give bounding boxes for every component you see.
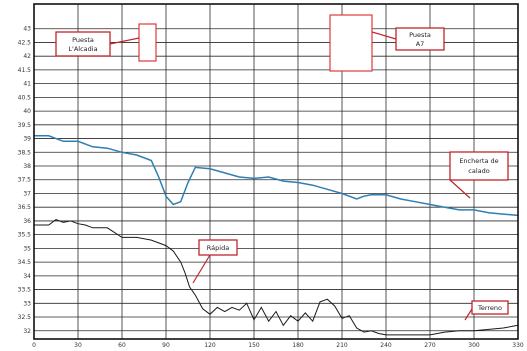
annotation-text: Terreno	[477, 304, 502, 312]
annotation-text-line2: L'Alcadia	[68, 45, 97, 53]
annotation-leader	[109, 37, 140, 45]
x-tick-label: 240	[380, 342, 392, 349]
y-tick-label: 39	[23, 136, 31, 143]
y-tick-label: 42	[23, 53, 31, 60]
annotation-box	[55, 31, 111, 57]
x-tick-label: 210	[336, 342, 348, 349]
x-axis-ticks: 0 30 60 90 120 150 180 210 240 270 300 330	[32, 342, 524, 349]
x-tick-label: 120	[204, 342, 216, 349]
annotation-leader	[449, 179, 471, 199]
x-tick-label: 30	[74, 342, 82, 349]
x-tick-label: 150	[248, 342, 260, 349]
annotation-text-line2: calado	[468, 167, 489, 175]
y-tick-label: 42.5	[18, 39, 32, 46]
x-tick-label: 0	[32, 342, 36, 349]
y-tick-label: 37.5	[18, 177, 32, 184]
y-tick-label: 32.5	[18, 314, 32, 321]
y-tick-label: 34	[23, 273, 31, 280]
annotation-text-line2: A7	[416, 40, 425, 48]
plot-frame	[33, 3, 519, 340]
y-tick-label: 39.5	[18, 122, 32, 129]
y-tick-label: 32	[23, 328, 31, 335]
y-axis-ticks: 32 32.5 33 33.5 34 34.5 35 35.5 36 36.5 37 37.5 38 38…	[18, 26, 32, 335]
annotation-text: Rápida	[207, 244, 229, 252]
annotation-encherta-de-calado: Encherta de calado	[449, 151, 509, 199]
annotation-box	[471, 300, 509, 315]
y-tick-label: 43	[23, 26, 31, 33]
y-tick-label: 36	[23, 218, 31, 225]
annotations: Puesta L'Alcadia Puesta A7 Encherta de c…	[55, 27, 509, 321]
y-tick-label: 37	[23, 190, 31, 197]
annotation-text: Puesta	[72, 36, 94, 44]
x-tick-label: 180	[292, 342, 304, 349]
annotation-puesta-a7: Puesta A7	[371, 27, 445, 51]
y-tick-label: 41	[23, 81, 31, 88]
series-line-blue	[34, 135, 519, 217]
y-tick-label: 41.5	[18, 67, 32, 74]
x-tick-label: 300	[468, 342, 480, 349]
annotation-leader	[371, 31, 397, 40]
red-marker-box-right	[329, 14, 373, 72]
annotation-box	[198, 239, 238, 256]
series-line-black	[34, 219, 519, 336]
y-tick-label: 38.5	[18, 149, 32, 156]
red-markers	[138, 14, 373, 72]
y-tick-label: 33	[23, 300, 31, 307]
x-tick-label: 90	[162, 342, 170, 349]
annotation-text: Puesta	[409, 31, 431, 39]
y-tick-label: 34.5	[18, 259, 32, 266]
y-tick-label: 40.5	[18, 94, 32, 101]
y-tick-label: 38	[23, 163, 31, 170]
annotation-terreno: Terreno	[464, 300, 509, 321]
annotation-puesta-lalcadia: Puesta L'Alcadia	[55, 31, 140, 57]
series	[34, 135, 519, 336]
red-marker-box-left	[138, 23, 157, 62]
x-tick-label: 330	[512, 342, 524, 349]
y-tick-label: 33.5	[18, 287, 32, 294]
annotation-leader	[192, 254, 211, 284]
annotation-leader	[464, 308, 473, 321]
y-tick-label: 40	[23, 108, 31, 115]
annotation-box	[449, 151, 509, 181]
x-tick-label: 270	[424, 342, 436, 349]
annotation-box	[395, 27, 445, 51]
y-tick-label: 36.5	[18, 204, 32, 211]
y-tick-label: 35	[23, 245, 31, 252]
y-tick-label: 35.5	[18, 232, 32, 239]
annotation-rapida: Rápida	[192, 239, 238, 284]
annotation-text: Encherta de	[459, 157, 498, 165]
x-tick-label: 60	[118, 342, 126, 349]
